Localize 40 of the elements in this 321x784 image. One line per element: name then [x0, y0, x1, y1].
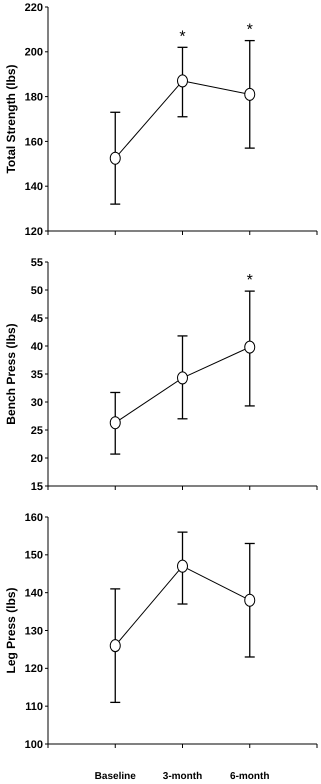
y-tick-label: 25	[30, 424, 43, 437]
y-axis-title: Bench Press (lbs)	[4, 323, 18, 425]
y-tick-label: 200	[24, 46, 43, 59]
annotation: *	[246, 272, 253, 290]
point	[177, 74, 188, 88]
y-tick-label: 140	[24, 588, 43, 600]
point	[177, 371, 188, 384]
x-tick-label: 6-month	[230, 771, 270, 782]
y-tick-label: 120	[24, 663, 43, 676]
y-tick-label: 50	[30, 284, 43, 297]
y-tick-label: 160	[24, 136, 43, 148]
point	[110, 416, 121, 430]
y-tick-label: 150	[24, 550, 43, 562]
y-axis-title: Leg Press (lbs)	[4, 587, 18, 674]
point	[244, 340, 256, 354]
y-tick-label: 160	[24, 512, 43, 524]
y-tick-label: 100	[24, 738, 43, 751]
annotation: *	[246, 22, 253, 39]
y-tick-label: 35	[30, 368, 43, 381]
point	[244, 594, 256, 607]
y-axis-title: Total Strength (lbs)	[4, 64, 18, 174]
point	[110, 639, 121, 652]
y-tick-label: 180	[24, 92, 43, 104]
y-tick-label: 220	[24, 2, 43, 14]
y-tick-label: 55	[30, 256, 43, 269]
y-tick-label: 130	[24, 625, 43, 638]
y-tick-label: 140	[24, 181, 43, 194]
y-tick-label: 110	[25, 701, 43, 714]
y-tick-label: 20	[30, 452, 43, 465]
y-tick-label: 15	[30, 480, 43, 493]
point	[244, 88, 256, 101]
y-tick-label: 45	[30, 312, 43, 325]
y-tick-label: 40	[30, 340, 43, 353]
x-tick-label: Baseline	[94, 771, 136, 782]
x-tick-label: 3-month	[162, 771, 202, 782]
point	[177, 560, 188, 573]
point	[110, 152, 121, 165]
annotation: *	[179, 28, 186, 46]
y-tick-label: 120	[24, 226, 43, 238]
y-tick-label: 30	[30, 396, 43, 409]
